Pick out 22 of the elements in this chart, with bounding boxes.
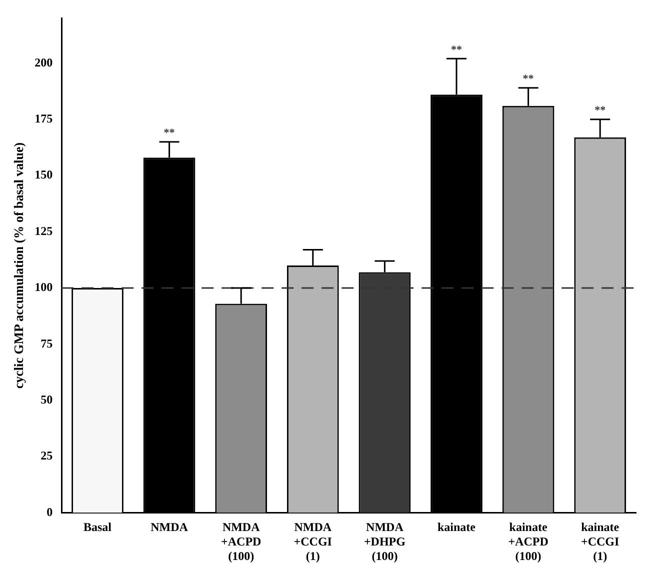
x-tick-label: NMDA	[150, 520, 188, 534]
annotation: **	[164, 127, 176, 140]
y-tick-label: 175	[34, 111, 53, 126]
x-tick-label: kainate	[437, 520, 476, 534]
x-tick-label: NMDA +DHPG (100)	[364, 520, 406, 563]
y-tick-label: 150	[34, 168, 53, 182]
x-tick-label: kainate +CCGI (1)	[581, 520, 620, 563]
y-tick-label: 25	[40, 448, 53, 463]
x-tick-label: kainate +ACPD (100)	[508, 520, 549, 563]
x-tick-label: NMDA +CCGI (1)	[294, 520, 332, 563]
annotation: **	[522, 73, 534, 86]
y-tick-label: 100	[34, 280, 53, 294]
y-tick-label: 75	[40, 336, 53, 350]
y-tick-label: 200	[34, 55, 53, 70]
y-tick-label: 50	[40, 392, 53, 406]
annotation: **	[594, 104, 606, 117]
x-tick-label: NMDA +ACPD (100)	[221, 520, 262, 563]
annotation: **	[451, 44, 462, 56]
y-tick-label: 0	[46, 504, 53, 519]
y-axis-title: cyclic GMP accumulation (% of basal value)	[11, 142, 26, 389]
x-tick-label: Basal	[83, 520, 112, 534]
y-tick-label: 125	[34, 224, 53, 238]
